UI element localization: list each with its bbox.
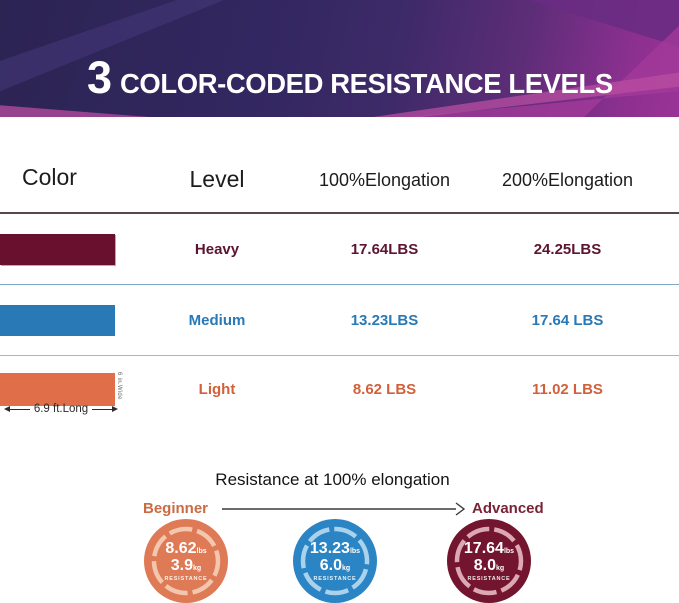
heavy-200-elongation-value: 24.25LBS: [533, 241, 602, 258]
beginner-label: Beginner: [143, 500, 209, 517]
header-separator-line: [0, 212, 679, 214]
dimension-arrow-left-icon: [4, 406, 10, 412]
band-width-label: 6 in.Wide: [116, 372, 122, 400]
light-badge-caption: RESISTANCE: [164, 576, 208, 583]
title-text: COLOR-CODED RESISTANCE LEVELS: [120, 68, 613, 99]
column-header-color: Color: [22, 164, 77, 190]
medium-100-elongation-value: 13.23LBS: [350, 312, 419, 329]
medium-lbs-value: 13.23: [309, 539, 350, 557]
banner-decoration-pink-sliver: [0, 105, 150, 117]
band-length-label: 6.9 ft.Long: [33, 403, 89, 415]
column-header-100-elongation: 100%Elongation: [318, 170, 451, 190]
light-kg-value: 3.9: [170, 556, 194, 574]
light-100-elongation-value: 8.62 LBS: [352, 381, 417, 398]
medium-resistance-badge: 13.23lbs 6.0kg RESISTANCE: [309, 539, 361, 583]
heavy-badge-caption: RESISTANCE: [467, 576, 511, 583]
color-swatch-light: [0, 373, 115, 406]
medium-resistance-badge-circle: [293, 519, 377, 603]
header-banner: 3 COLOR-CODED RESISTANCE LEVELS: [0, 0, 679, 117]
footer-title: Resistance at 100% elongation: [215, 470, 450, 489]
heavy-100-elongation-value: 17.64LBS: [350, 241, 419, 258]
medium-200-elongation-value: 17.64 LBS: [531, 312, 604, 329]
light-200-elongation-value: 11.02 LBS: [532, 381, 603, 398]
heavy-resistance-badge: 17.64lbs 8.0kg RESISTANCE: [463, 539, 515, 583]
title-number: 3: [87, 52, 112, 103]
column-header-200-elongation: 200%Elongation: [501, 170, 634, 190]
column-header-level: Level: [189, 166, 245, 192]
color-swatch-heavy: [0, 234, 115, 265]
row-separator-blue: [0, 284, 679, 285]
light-resistance-badge-circle: [144, 519, 228, 603]
band-length-dimension: 6.9 ft.Long: [4, 401, 119, 417]
color-swatch-medium: [0, 305, 115, 336]
advanced-label: Advanced: [472, 500, 544, 517]
level-label-light: Light: [198, 381, 236, 398]
beginner-to-advanced-arrow-icon: [222, 502, 466, 516]
dimension-arrow-right-icon: [112, 406, 119, 412]
level-label-heavy: Heavy: [194, 241, 240, 258]
heavy-kg-value: 8.0: [473, 556, 497, 574]
page-title: 3 COLOR-CODED RESISTANCE LEVELS: [87, 52, 623, 104]
heavy-lbs-value: 17.64: [463, 539, 504, 557]
light-resistance-badge: 8.62lbs 3.9kg RESISTANCE: [164, 539, 208, 583]
heavy-resistance-badge-circle: [447, 519, 531, 603]
medium-badge-caption: RESISTANCE: [313, 576, 357, 583]
level-label-medium: Medium: [188, 312, 246, 329]
row-separator-salmon: [0, 355, 679, 356]
light-lbs-value: 8.62: [165, 539, 197, 557]
medium-kg-value: 6.0: [319, 556, 343, 574]
